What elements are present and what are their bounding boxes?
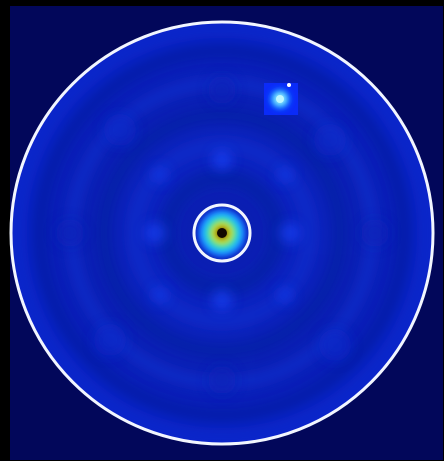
outer-ring — [9, 20, 435, 446]
secondary-spot-core — [276, 95, 284, 103]
central-ring — [192, 203, 252, 263]
secondary-spot-tick — [287, 83, 291, 87]
central-hot-core — [217, 228, 227, 238]
field-texture — [13, 24, 431, 442]
